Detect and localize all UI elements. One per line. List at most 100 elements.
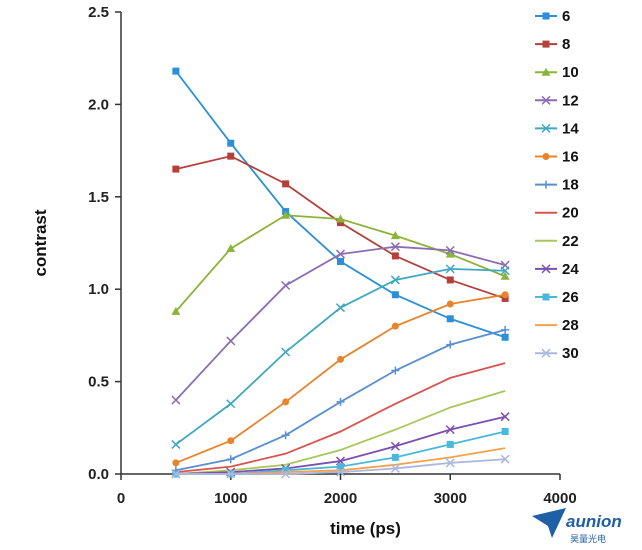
series-line xyxy=(175,155,506,300)
data-point xyxy=(282,398,290,406)
data-point xyxy=(390,463,400,473)
data-point xyxy=(171,469,181,479)
legend-item-12: 12 xyxy=(535,92,579,109)
data-point xyxy=(446,300,454,308)
y-tick-label: 1.5 xyxy=(88,189,109,206)
data-point xyxy=(335,303,346,313)
data-point xyxy=(336,214,345,223)
data-point xyxy=(391,252,399,260)
data-point xyxy=(172,67,180,75)
data-point xyxy=(172,165,180,173)
series-line xyxy=(175,70,506,339)
legend-marker xyxy=(542,12,550,20)
data-point xyxy=(335,467,346,477)
brand-name: aunion xyxy=(566,512,622,531)
legend-marker xyxy=(541,264,551,274)
data-point xyxy=(281,431,290,440)
data-point xyxy=(281,210,291,219)
data-point xyxy=(445,249,455,258)
data-point xyxy=(336,397,345,406)
x-tick-label: 4000 xyxy=(543,490,576,507)
y-tick-label: 0.0 xyxy=(88,466,109,483)
data-point xyxy=(171,395,181,405)
legend-label: 18 xyxy=(562,177,579,194)
series-18 xyxy=(171,325,510,475)
legend-item-8: 8 xyxy=(535,36,570,53)
data-point xyxy=(501,325,510,334)
y-tick-label: 2.0 xyxy=(88,96,109,113)
x-tick-label: 1000 xyxy=(214,490,247,507)
data-point xyxy=(227,437,235,445)
series-8 xyxy=(172,152,509,302)
legend-marker xyxy=(542,180,550,189)
legend-marker xyxy=(542,40,550,48)
data-point xyxy=(445,425,455,435)
legend-label: 14 xyxy=(562,120,579,137)
data-point xyxy=(501,291,509,299)
data-point xyxy=(501,333,509,341)
y-tick-label: 2.5 xyxy=(88,4,109,21)
data-point xyxy=(337,219,344,227)
data-point xyxy=(226,455,235,464)
legend-label: 20 xyxy=(562,205,579,222)
y-tick-label: 1.0 xyxy=(88,281,109,298)
brand-subtitle: 昊量光电 xyxy=(570,533,606,545)
data-point xyxy=(227,152,235,160)
series-line xyxy=(175,362,506,474)
y-tick-label: 0.5 xyxy=(88,374,109,391)
series-20 xyxy=(175,362,506,474)
legend-label: 8 xyxy=(562,36,570,53)
legend-item-6: 6 xyxy=(535,8,570,25)
data-point xyxy=(227,139,235,147)
data-point xyxy=(172,459,180,467)
legend-item-16: 16 xyxy=(535,149,579,166)
series-line xyxy=(175,389,506,475)
ticks: 0.0 0.5 1.0 1.5 2.0 2.5 0 1000 2000 3000 4000 xyxy=(88,4,577,507)
series-16 xyxy=(172,291,509,467)
data-point xyxy=(445,264,455,274)
data-point xyxy=(391,366,400,375)
data-point xyxy=(445,245,455,255)
data-point xyxy=(500,454,510,464)
legend-label: 12 xyxy=(562,92,579,109)
series-30 xyxy=(171,454,510,479)
data-point xyxy=(501,427,509,435)
legend: 6 8 10 12 14 16 18 20 22 24 26 28 30 xyxy=(535,8,579,362)
series-12 xyxy=(171,242,510,405)
data-point xyxy=(390,242,400,252)
data-point xyxy=(281,347,291,357)
data-point xyxy=(171,439,181,449)
data-point xyxy=(282,466,290,474)
data-point xyxy=(391,291,399,299)
series-6 xyxy=(172,67,509,341)
x-axis-title: time (ps) xyxy=(330,519,401,538)
data-point xyxy=(335,249,346,259)
legend-label: 22 xyxy=(562,233,579,250)
data-point xyxy=(337,355,344,363)
x-tick-label: 3000 xyxy=(434,490,467,507)
legend-item-20: 20 xyxy=(535,205,579,222)
x-tick-label: 0 xyxy=(117,490,125,507)
legend-label: 30 xyxy=(562,345,579,362)
data-point xyxy=(391,453,399,461)
data-point xyxy=(500,412,510,422)
legend-label: 16 xyxy=(562,149,579,166)
legend-item-14: 14 xyxy=(535,120,579,137)
series-22 xyxy=(175,389,506,475)
data-point xyxy=(337,257,344,265)
legend-marker xyxy=(541,348,551,358)
data-point xyxy=(390,441,400,451)
data-point xyxy=(500,266,510,276)
data-point xyxy=(171,306,181,315)
legend-label: 6 xyxy=(562,8,570,25)
data-point xyxy=(501,294,509,302)
legend-label: 26 xyxy=(562,289,579,306)
data-point xyxy=(282,180,290,188)
data-point xyxy=(446,340,455,349)
data-point xyxy=(391,322,399,330)
legend-label: 24 xyxy=(562,261,579,278)
data-point xyxy=(390,231,400,240)
data-point xyxy=(226,469,236,479)
legend-label: 10 xyxy=(562,64,579,81)
